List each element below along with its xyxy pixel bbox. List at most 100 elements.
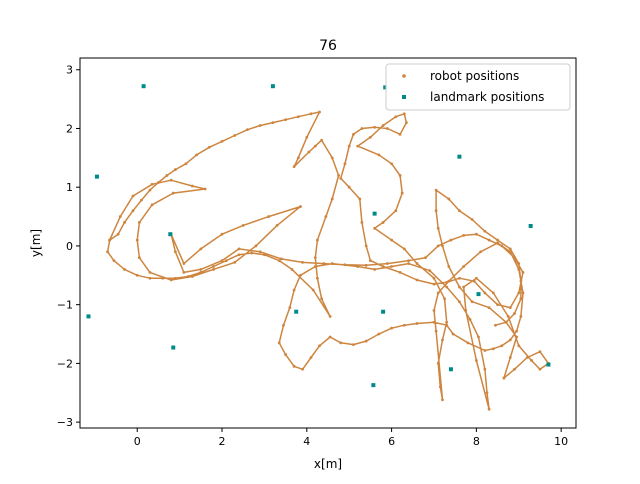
robot-position-point	[277, 341, 281, 345]
robot-position-point	[301, 367, 304, 371]
robot-position-point	[483, 349, 487, 352]
robot-position-point	[288, 306, 292, 310]
robot-position-point	[462, 265, 466, 268]
x-tick-label: 8	[473, 435, 480, 448]
robot-position-point	[309, 356, 313, 359]
robot-position-point	[491, 291, 495, 295]
robot-position-point	[322, 262, 326, 265]
robot-position-point	[434, 209, 438, 213]
robot-position-point	[530, 359, 533, 362]
robot-position-point	[320, 297, 324, 301]
robot-position-point	[108, 238, 112, 242]
robot-position-point	[190, 184, 194, 188]
robot-position-point	[309, 112, 313, 116]
robot-position-point	[377, 332, 381, 336]
robot-position-point	[432, 309, 436, 312]
robot-position-point	[186, 275, 190, 278]
robot-position-point	[385, 127, 389, 130]
robot-position-point	[402, 323, 406, 327]
robot-position-point	[506, 315, 510, 318]
robot-position-point	[479, 250, 483, 254]
robot-position-point	[220, 139, 224, 143]
robot-position-point	[402, 247, 406, 251]
robot-position-point	[106, 250, 109, 254]
robot-position-point	[148, 276, 152, 280]
robot-position-point	[436, 361, 440, 365]
robot-position-point	[398, 174, 402, 177]
robot-position-point	[500, 244, 504, 248]
landmark-point	[171, 345, 176, 350]
robot-position-point	[385, 262, 389, 265]
robot-position-point	[301, 260, 304, 264]
robot-position-point	[525, 356, 529, 359]
robot-position-point	[447, 279, 451, 283]
robot-position-point	[538, 367, 542, 371]
robot-position-point	[318, 344, 321, 348]
robot-position-point	[494, 323, 497, 327]
y-tick-label: 0	[66, 240, 73, 253]
robot-position-point	[199, 270, 203, 274]
landmark-point	[546, 362, 551, 367]
series-0	[106, 110, 550, 411]
robot-position-point	[123, 221, 126, 224]
y-tick-label: −2	[57, 357, 73, 370]
robot-position-point	[519, 315, 523, 318]
robot-position-point	[515, 329, 519, 333]
landmark-point	[448, 367, 453, 372]
robot-position-point	[150, 203, 154, 207]
robot-position-point	[462, 285, 466, 289]
robot-position-point	[258, 250, 262, 254]
robot-position-point	[373, 226, 377, 230]
robot-position-point	[137, 256, 141, 260]
y-tick-label: 2	[66, 122, 73, 135]
robot-position-point	[320, 138, 324, 142]
legend-box	[385, 63, 571, 111]
robot-position-point	[199, 268, 203, 271]
robot-position-point	[462, 233, 466, 237]
legend-label-landmark-positions: landmark positions	[430, 90, 544, 104]
robot-position-point	[296, 115, 300, 119]
landmark-point	[294, 309, 299, 314]
robot-position-point	[330, 156, 334, 160]
robot-position-point	[233, 260, 237, 264]
robot-position-point	[458, 209, 461, 213]
robot-position-point	[277, 259, 281, 263]
robot-position-point	[140, 198, 143, 202]
robot-position-point	[398, 132, 402, 136]
robot-position-point	[157, 181, 160, 184]
robot-position-point	[496, 303, 499, 307]
robot-position-point	[246, 128, 249, 132]
plot-frame	[79, 57, 577, 429]
robot-position-point	[508, 306, 512, 310]
series-1	[86, 84, 551, 388]
robot-position-point	[394, 115, 398, 119]
robot-position-point	[405, 121, 408, 125]
x-axis-ticks: 0 2 4 6 8 10	[134, 428, 568, 448]
robot-position-point	[224, 259, 228, 263]
robot-position-point	[173, 276, 177, 280]
robot-position-point	[148, 188, 152, 192]
x-tick-label: 2	[219, 435, 226, 448]
robot-position-point	[468, 317, 472, 321]
robot-position-point	[487, 306, 491, 310]
robot-position-point	[470, 218, 474, 221]
robot-position-point	[483, 291, 487, 295]
robot-position-point	[182, 262, 186, 265]
robot-position-point	[441, 244, 444, 248]
robot-position-point	[275, 223, 279, 227]
y-tick-label: 1	[66, 181, 73, 194]
robot-position-point	[137, 221, 141, 224]
robot-position-point	[445, 320, 449, 324]
robot-position-point	[381, 221, 385, 224]
robot-position-point	[502, 376, 506, 380]
robot-position-point	[519, 297, 523, 301]
robot-position-point	[415, 262, 419, 265]
robot-position-point	[538, 350, 542, 354]
robot-position-point	[271, 121, 275, 125]
robot-position-point	[436, 226, 440, 230]
robot-position-point	[390, 265, 393, 268]
robot-position-point	[161, 276, 165, 280]
robot-position-point	[356, 144, 360, 148]
robot-position-point	[447, 197, 451, 201]
legend: robot positions landmark positions	[385, 63, 571, 111]
